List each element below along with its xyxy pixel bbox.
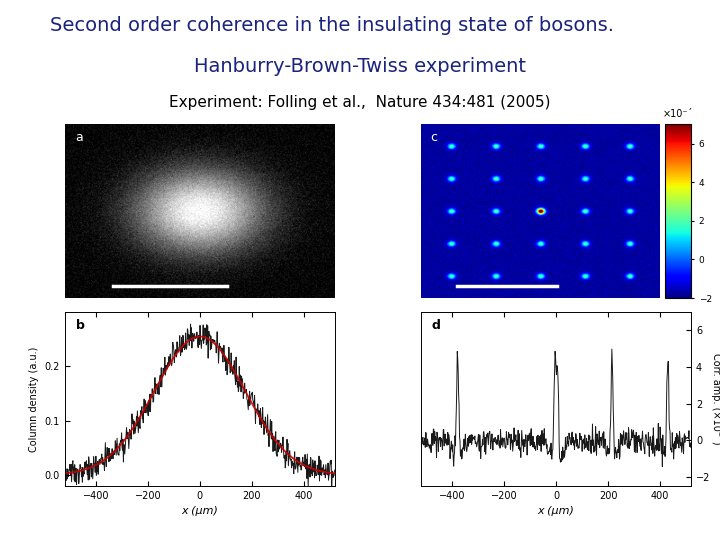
Text: Second order coherence in the insulating state of bosons.: Second order coherence in the insulating…: [50, 16, 614, 35]
X-axis label: x (μm): x (μm): [538, 507, 575, 516]
Text: Experiment: Folling et al.,  Nature 434:481 (2005): Experiment: Folling et al., Nature 434:4…: [169, 94, 551, 110]
Text: d: d: [432, 319, 441, 332]
Y-axis label: Column density (a.u.): Column density (a.u.): [29, 346, 39, 452]
Text: b: b: [76, 319, 84, 332]
Text: Hanburry-Brown-Twiss experiment: Hanburry-Brown-Twiss experiment: [194, 57, 526, 76]
Text: a: a: [76, 131, 84, 144]
Text: ×10⁻´: ×10⁻´: [663, 109, 693, 119]
Text: c: c: [431, 131, 438, 144]
Y-axis label: Corr. amp. (×10⁻´): Corr. amp. (×10⁻´): [711, 353, 720, 445]
X-axis label: x (μm): x (μm): [181, 507, 218, 516]
